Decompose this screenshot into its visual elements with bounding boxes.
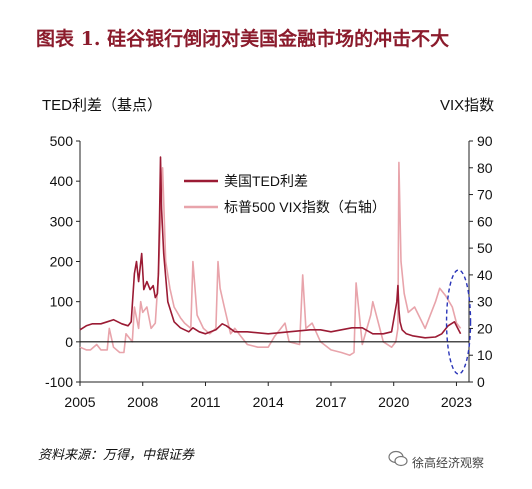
y-right-tick-label: 30 — [477, 294, 493, 310]
y-left-tick-label: 0 — [65, 334, 73, 350]
x-tick-label: 2017 — [315, 394, 346, 410]
y-axis-left-label: TED利差（基点） — [42, 97, 162, 114]
y-right-tick-label: 40 — [477, 267, 493, 283]
wechat-icon — [388, 450, 408, 467]
x-tick-label: 2005 — [64, 394, 95, 410]
watermark-text: 徐高经济观察 — [412, 456, 485, 470]
y-left-tick-label: 100 — [50, 294, 74, 310]
y-left-tick-label: 300 — [50, 213, 74, 229]
legend-label: 标普500 VIX指数（右轴） — [224, 199, 386, 215]
figure-title: 图表 1. 硅谷银行倒闭对美国金融市场的冲击不大 — [36, 28, 450, 50]
y-right-tick-label: 60 — [477, 213, 493, 229]
y-left-tick-label: -100 — [45, 374, 73, 390]
legend-label: 美国TED利差 — [224, 173, 308, 189]
x-tick-label: 2011 — [190, 394, 220, 410]
x-tick-label: 2020 — [378, 394, 409, 410]
y-left-tick-label: 500 — [50, 133, 74, 149]
source-note: 资料来源：万得，中银证券 — [38, 448, 195, 463]
y-right-tick-label: 90 — [477, 133, 493, 149]
y-left-tick-label: 200 — [50, 254, 74, 270]
x-tick-label: 2008 — [127, 394, 158, 410]
y-right-tick-label: 10 — [477, 347, 493, 363]
series-line-vix — [79, 161, 462, 357]
y-right-tick-label: 70 — [477, 187, 493, 203]
y-right-tick-label: 50 — [477, 240, 493, 256]
y-left-tick-label: 400 — [50, 173, 74, 189]
x-tick-label: 2014 — [253, 394, 284, 410]
y-right-tick-label: 80 — [477, 160, 493, 176]
highlight-ellipse — [445, 269, 472, 375]
series-line-ted — [79, 156, 462, 339]
y-axis-right-label: VIX指数 — [440, 97, 494, 114]
y-right-tick-label: 20 — [477, 320, 493, 336]
x-tick-label: 2023 — [441, 394, 472, 410]
y-right-tick-label: 0 — [477, 374, 485, 390]
